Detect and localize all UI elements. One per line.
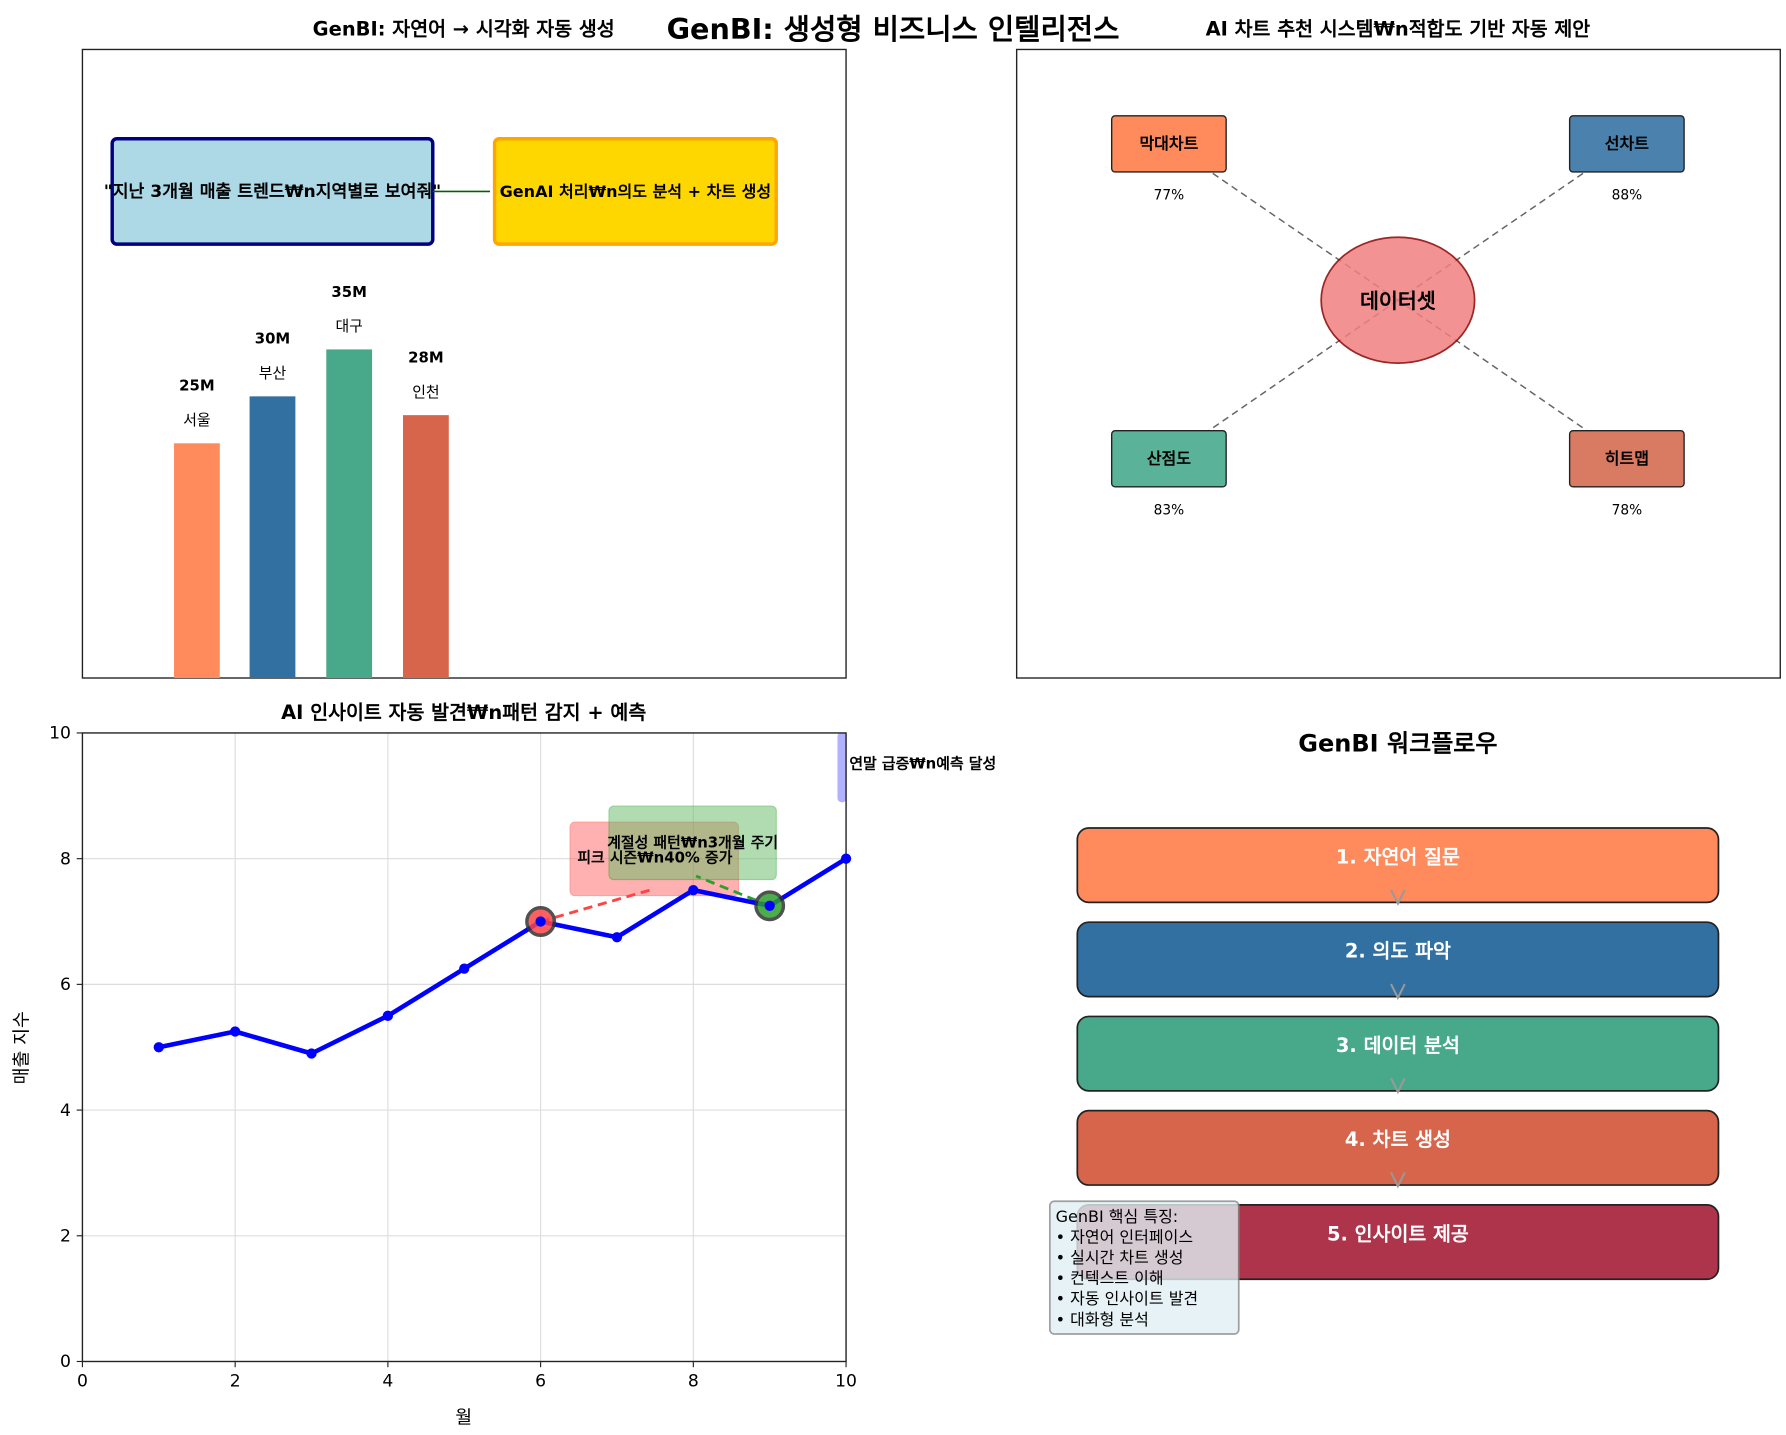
data-point (230, 1026, 241, 1037)
features-title: GenBI 핵심 특징: (1056, 1207, 1179, 1226)
x-tick-label: 6 (535, 1372, 546, 1392)
chart-type-box (1110, 430, 1227, 488)
bar-대구 (326, 349, 373, 679)
annotation-text-forecast: 연말 급증₩n예측 달성 (849, 754, 996, 772)
feature-item: • 대화형 분석 (1056, 1310, 1149, 1329)
data-point (764, 900, 775, 911)
down-arrow-icon (1390, 983, 1406, 1001)
panel2-title: AI 차트 추천 시스템₩n적합도 기반 자동 제안 (1206, 18, 1591, 41)
chart-type-box (1568, 115, 1685, 173)
chart-type-label: 선차트 (1605, 134, 1649, 153)
bar-부산 (249, 396, 296, 679)
annotation-arrow-peak (540, 887, 656, 923)
x-tick-label: 4 (382, 1372, 393, 1392)
dataset-label: 데이터셋 (1360, 289, 1436, 313)
x-tick-label: 8 (688, 1372, 699, 1392)
workflow-step-label: 1. 자연어 질문 (1336, 845, 1460, 868)
data-point (840, 853, 852, 864)
down-arrow-icon (1390, 889, 1406, 906)
dataset-node (1320, 236, 1476, 365)
chart-type-box (1110, 115, 1227, 173)
chart-type-label: 히트맵 (1605, 449, 1649, 468)
panel1-axes (81, 48, 847, 679)
x-tick-label: 0 (77, 1372, 88, 1392)
panel2-axes (1015, 48, 1781, 679)
genai-box (492, 137, 778, 246)
y-tick-label: 0 (60, 1352, 71, 1372)
data-point (382, 1010, 394, 1021)
down-arrow-icon (1390, 1077, 1406, 1095)
y-axis-label: 매출 지수 (11, 1011, 32, 1084)
x-tick-label: 2 (230, 1372, 241, 1392)
chart-score-label: 83% (1154, 502, 1185, 518)
sales-line (158, 856, 848, 1056)
genai-text: GenAI 처리₩n의도 분석 + 차트 생성 (500, 182, 771, 201)
chart-score-label: 78% (1612, 502, 1643, 518)
bar-category-label: 인천 (412, 383, 439, 401)
data-point (306, 1048, 317, 1059)
workflow-step-label: 2. 의도 파악 (1345, 940, 1451, 963)
workflow-step-label: 3. 데이터 분석 (1336, 1034, 1460, 1057)
bar-인천 (402, 415, 449, 679)
y-tick-label: 2 (60, 1227, 71, 1247)
x-tick-label: 10 (835, 1372, 857, 1392)
workflow-step-label: 4. 차트 생성 (1345, 1128, 1451, 1151)
bar-value-label: 30M (255, 330, 291, 348)
feature-item: • 자동 인사이트 발견 (1056, 1289, 1199, 1308)
data-point (153, 1042, 164, 1053)
data-point (459, 963, 470, 974)
bar-category-label: 서울 (183, 411, 210, 429)
x-axis-label: 월 (455, 1407, 472, 1428)
panel4-title: GenBI 워크플로우 (1298, 729, 1497, 757)
annotation-text-peak: 피크 시즌₩n40% 증가 (577, 848, 732, 866)
bar-value-label: 28M (408, 348, 444, 366)
y-tick-label: 10 (49, 724, 71, 744)
feature-item: • 컨텍스트 이해 (1056, 1269, 1164, 1288)
annotation-box-forecast (837, 732, 847, 803)
feature-item: • 실시간 차트 생성 (1056, 1248, 1184, 1267)
panel3-axes (81, 732, 847, 1363)
chart-type-box (1568, 430, 1685, 488)
annotation-arrow-seasonal (695, 874, 771, 908)
suptitle: GenBI: 생성형 비즈니스 인텔리전스 (667, 12, 1120, 46)
chart-score-label: 88% (1612, 187, 1643, 203)
panel3-title: AI 인사이트 자동 발견₩n패턴 감지 + 예측 (281, 701, 646, 724)
query-text: "지난 3개월 매출 트렌드₩n지역별로 보여줘" (104, 182, 441, 202)
data-point (611, 932, 623, 943)
annotation-text-seasonal: 계절성 패턴₩n3개월 주기 (607, 833, 778, 851)
y-tick-label: 8 (60, 849, 71, 869)
data-point (688, 884, 699, 896)
chart-type-label: 막대차트 (1139, 134, 1198, 153)
features-box (1048, 1200, 1240, 1335)
bar-category-label: 부산 (259, 364, 287, 382)
bar-value-label: 25M (179, 377, 215, 395)
down-arrow-icon (1390, 1172, 1406, 1189)
chart-type-label: 산점도 (1147, 449, 1191, 468)
y-tick-label: 6 (60, 975, 71, 995)
workflow-step-label: 5. 인사이트 제공 (1327, 1222, 1469, 1245)
bar-서울 (174, 443, 220, 679)
annotation-box-seasonal (608, 805, 777, 881)
chart-score-label: 77% (1154, 187, 1185, 203)
feature-item: • 자연어 인터페이스 (1056, 1227, 1194, 1246)
y-tick-label: 4 (60, 1101, 71, 1121)
bar-category-label: 대구 (335, 317, 362, 335)
bar-value-label: 35M (331, 283, 367, 301)
panel1-title: GenBI: 자연어 → 시각화 자동 생성 (313, 18, 615, 41)
data-point (535, 916, 546, 927)
